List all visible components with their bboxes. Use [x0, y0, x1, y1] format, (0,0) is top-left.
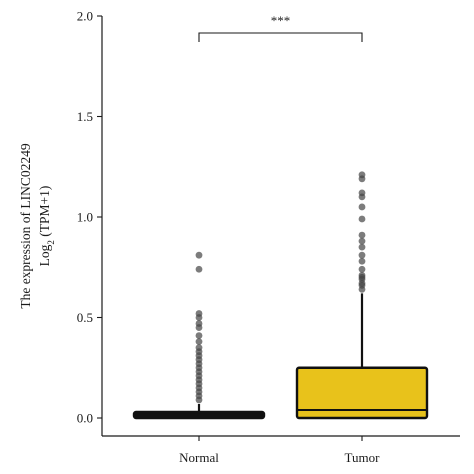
plot-area [132, 171, 429, 420]
outlier-point [358, 203, 366, 211]
outlier-point [195, 324, 203, 331]
outlier-point [195, 396, 203, 404]
outlier-point [195, 251, 203, 259]
y-tick-label: 1.0 [77, 210, 93, 225]
outlier-point [358, 257, 366, 265]
x-ticks: Normal Tumor [179, 436, 380, 465]
y-axis-label-line2: Log2 (TPM+1) [37, 186, 56, 267]
y-axis-label-line1: The expression of LINC02249 [18, 143, 33, 309]
y-tick-label: 0.0 [77, 411, 93, 426]
y-ticks: 0.0 0.5 1.0 1.5 2.0 [77, 9, 102, 426]
outlier-point [358, 243, 366, 251]
outlier-point [195, 338, 203, 346]
outlier-point [358, 175, 366, 183]
significance-bracket-line [198, 32, 363, 42]
outlier-point [358, 237, 366, 245]
outlier-point [358, 193, 366, 201]
y-tick-label: 2.0 [77, 9, 93, 24]
y-axis-label-unit: (TPM+1) [37, 186, 52, 241]
y-tick-label: 1.5 [77, 109, 93, 124]
box-tumor [295, 366, 429, 420]
y-axis-label-log-base: 2 [46, 240, 56, 245]
outlier-point [195, 265, 203, 273]
significance-bracket: *** [198, 13, 363, 42]
outlier-point [195, 332, 203, 339]
x-tick-label: Normal [179, 450, 219, 465]
significance-label: *** [271, 13, 291, 28]
outlier-point [358, 285, 366, 293]
x-tick-label: Tumor [345, 450, 381, 465]
outlier-point [358, 251, 366, 259]
y-axis-label-log: Log [37, 244, 52, 266]
outlier-point [358, 231, 366, 239]
y-tick-label: 0.5 [77, 310, 93, 325]
outlier-point [195, 314, 203, 321]
outlier-point [358, 265, 366, 273]
outlier-point [358, 215, 366, 223]
